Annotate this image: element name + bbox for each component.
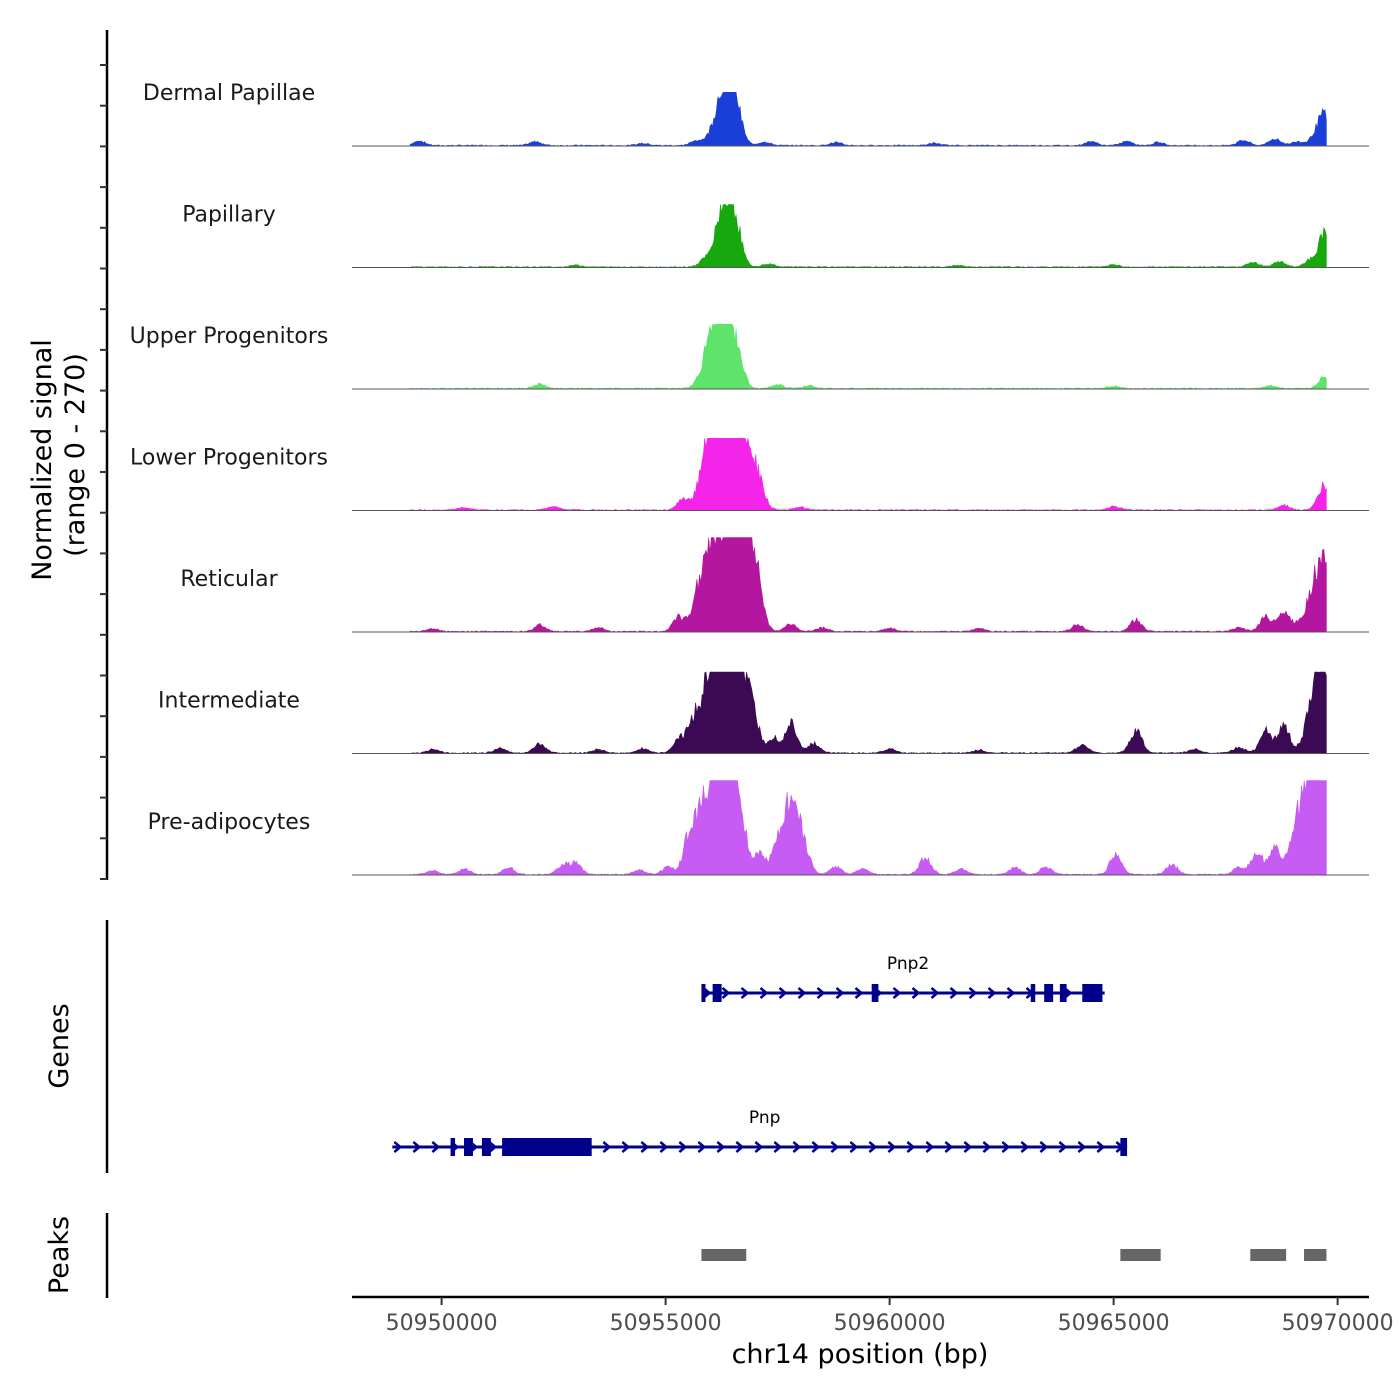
strand-arrow — [816, 987, 826, 999]
strand-arrow — [1039, 1141, 1049, 1153]
strand-arrow — [640, 1141, 650, 1153]
strand-arrow — [892, 987, 902, 999]
signal-area-dermal-papillae — [409, 92, 1327, 147]
genes-panel-title: Genes — [44, 1003, 75, 1088]
track-label: Upper Progenitors — [130, 324, 329, 349]
strand-arrow — [716, 1141, 726, 1153]
strand-arrow — [735, 1141, 745, 1153]
signal-area-pre-adipocytes — [409, 780, 1327, 876]
strand-arrow — [1058, 1141, 1068, 1153]
strand-arrow — [911, 987, 921, 999]
x-axis-ticks: 50950000 50955000 50960000 50965000 50970000 — [386, 1297, 1394, 1336]
strand-arrow — [602, 1141, 612, 1153]
track-label: Lower Progenitors — [130, 446, 328, 471]
exon — [1082, 984, 1103, 1002]
strand-arrow — [697, 1141, 707, 1153]
x-tick-label: 50970000 — [1282, 1311, 1394, 1336]
strand-arrow — [925, 1141, 935, 1153]
strand-arrow — [944, 1141, 954, 1153]
strand-arrow — [412, 1141, 422, 1153]
strand-arrow — [930, 987, 940, 999]
peaks-panel-title: Peaks — [44, 1216, 75, 1294]
exon — [871, 984, 879, 1002]
strand-arrow — [773, 1141, 783, 1153]
track-label: Intermediate — [158, 689, 300, 714]
gene-annotations: Pnp2 Pnp — [392, 954, 1128, 1156]
peak-region — [1120, 1249, 1161, 1261]
strand-arrow — [963, 1141, 973, 1153]
track-label: Papillary — [182, 203, 276, 228]
peak-region — [1304, 1249, 1327, 1261]
exon — [1120, 1138, 1128, 1156]
strand-arrow — [1077, 1141, 1087, 1153]
strand-arrow — [811, 1141, 821, 1153]
peak-regions — [701, 1249, 1327, 1261]
x-tick-label: 50955000 — [610, 1311, 722, 1336]
strand-arrow — [854, 987, 864, 999]
signal-area-papillary — [409, 204, 1327, 268]
exon — [1059, 984, 1067, 1002]
x-tick-label: 50965000 — [1058, 1311, 1170, 1336]
exon — [481, 1138, 491, 1156]
strand-arrow — [759, 987, 769, 999]
track-label: Dermal Papillae — [143, 81, 315, 106]
strand-arrow — [431, 1141, 441, 1153]
strand-arrow — [887, 1141, 897, 1153]
strand-arrow — [488, 1141, 498, 1153]
strand-arrow — [1096, 1141, 1106, 1153]
exon — [502, 1138, 521, 1156]
exon — [712, 984, 722, 1002]
gene-label: Pnp — [749, 1108, 781, 1128]
peak-region — [1250, 1249, 1287, 1261]
signal-area-upper-progenitors — [409, 323, 1327, 390]
strand-arrow — [393, 1141, 403, 1153]
strand-arrow — [987, 987, 997, 999]
exon — [520, 1138, 592, 1156]
y-axis-subtitle: (range 0 - 270) — [60, 353, 91, 557]
strand-arrow — [721, 987, 731, 999]
track-label: Reticular — [180, 567, 278, 592]
signal-area-reticular — [409, 537, 1327, 633]
strand-arrow — [740, 987, 750, 999]
strand-arrow — [678, 1141, 688, 1153]
strand-arrow — [754, 1141, 764, 1153]
signal-y-axis — [100, 30, 109, 880]
strand-arrow — [792, 1141, 802, 1153]
strand-arrow — [830, 1141, 840, 1153]
strand-arrow — [797, 987, 807, 999]
strand-arrow — [659, 1141, 669, 1153]
strand-arrow — [949, 987, 959, 999]
signal-tracks: Dermal Papillae Papillary Upper Progenitor… — [130, 81, 1369, 876]
exon — [464, 1138, 473, 1156]
strand-arrow — [621, 1141, 631, 1153]
x-tick-label: 50950000 — [386, 1311, 498, 1336]
signal-area-lower-progenitors — [409, 438, 1327, 511]
track-label: Pre-adipocytes — [148, 810, 311, 835]
exon — [701, 984, 706, 1002]
x-tick-label: 50960000 — [834, 1311, 946, 1336]
strand-arrow — [1020, 1141, 1030, 1153]
signal-area-intermediate — [409, 671, 1327, 754]
peak-region — [701, 1249, 747, 1261]
exon — [450, 1138, 456, 1156]
x-axis-title: chr14 position (bp) — [732, 1339, 989, 1370]
exon — [1030, 984, 1036, 1002]
strand-arrow — [1006, 987, 1016, 999]
strand-arrow — [982, 1141, 992, 1153]
exon — [1044, 984, 1054, 1002]
strand-arrow — [835, 987, 845, 999]
strand-arrow — [849, 1141, 859, 1153]
strand-arrow — [906, 1141, 916, 1153]
y-axis-title: Normalized signal — [27, 339, 58, 581]
strand-arrow — [1001, 1141, 1011, 1153]
strand-arrow — [868, 1141, 878, 1153]
gene-label: Pnp2 — [887, 954, 929, 974]
strand-arrow — [778, 987, 788, 999]
strand-arrow — [968, 987, 978, 999]
